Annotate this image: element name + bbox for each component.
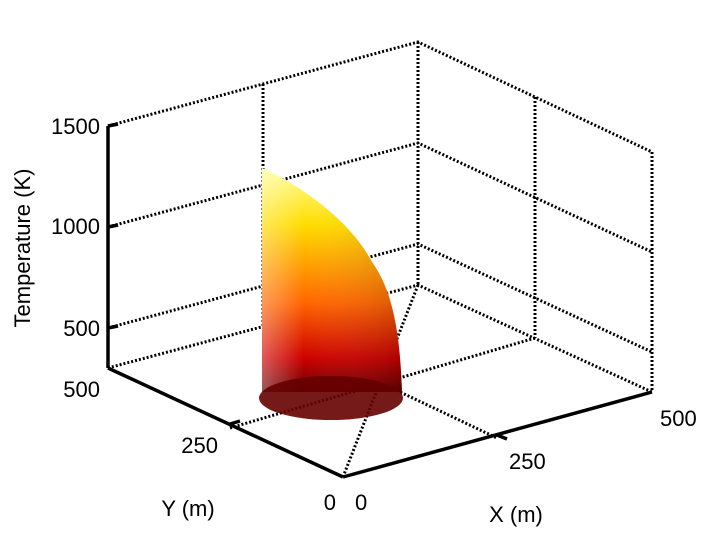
z-tick-label-500: 500 bbox=[63, 316, 100, 341]
y-axis-line bbox=[107, 366, 344, 479]
axes bbox=[106, 122, 653, 479]
x-axis-label: X (m) bbox=[489, 502, 543, 527]
grid-z-1000 bbox=[107, 141, 653, 254]
x-tick-label-250: 250 bbox=[509, 449, 546, 474]
x-tick-250 bbox=[496, 433, 508, 441]
y-axis-label: Y (m) bbox=[161, 496, 214, 521]
z-tick-1000 bbox=[107, 223, 119, 229]
grid-z-500 bbox=[107, 242, 653, 354]
x-tick-label-0: 0 bbox=[355, 490, 367, 515]
z-axis-label: Temperature (K) bbox=[10, 169, 35, 328]
y-tick-label-250: 250 bbox=[181, 433, 218, 458]
plume-shading bbox=[262, 168, 402, 392]
z-tick-500 bbox=[107, 324, 119, 330]
temperature-surface bbox=[259, 168, 403, 420]
x-tick-label-500: 500 bbox=[660, 406, 697, 431]
z-tick-1500 bbox=[107, 122, 119, 128]
y-tick-label-500: 500 bbox=[63, 377, 100, 402]
plume-base bbox=[259, 376, 403, 420]
y-tick-250 bbox=[229, 419, 241, 426]
grid-back-top bbox=[107, 40, 653, 154]
axis-labels: Temperature (K) Y (m) X (m) bbox=[10, 169, 543, 527]
tick-labels: 1500 1000 500 500 250 0 0 250 500 bbox=[51, 114, 697, 515]
y-tick-label-0: 0 bbox=[324, 490, 336, 515]
grid-floor-back bbox=[107, 283, 653, 394]
z-tick-label-1500: 1500 bbox=[51, 114, 100, 139]
z-tick-label-1000: 1000 bbox=[51, 214, 100, 239]
